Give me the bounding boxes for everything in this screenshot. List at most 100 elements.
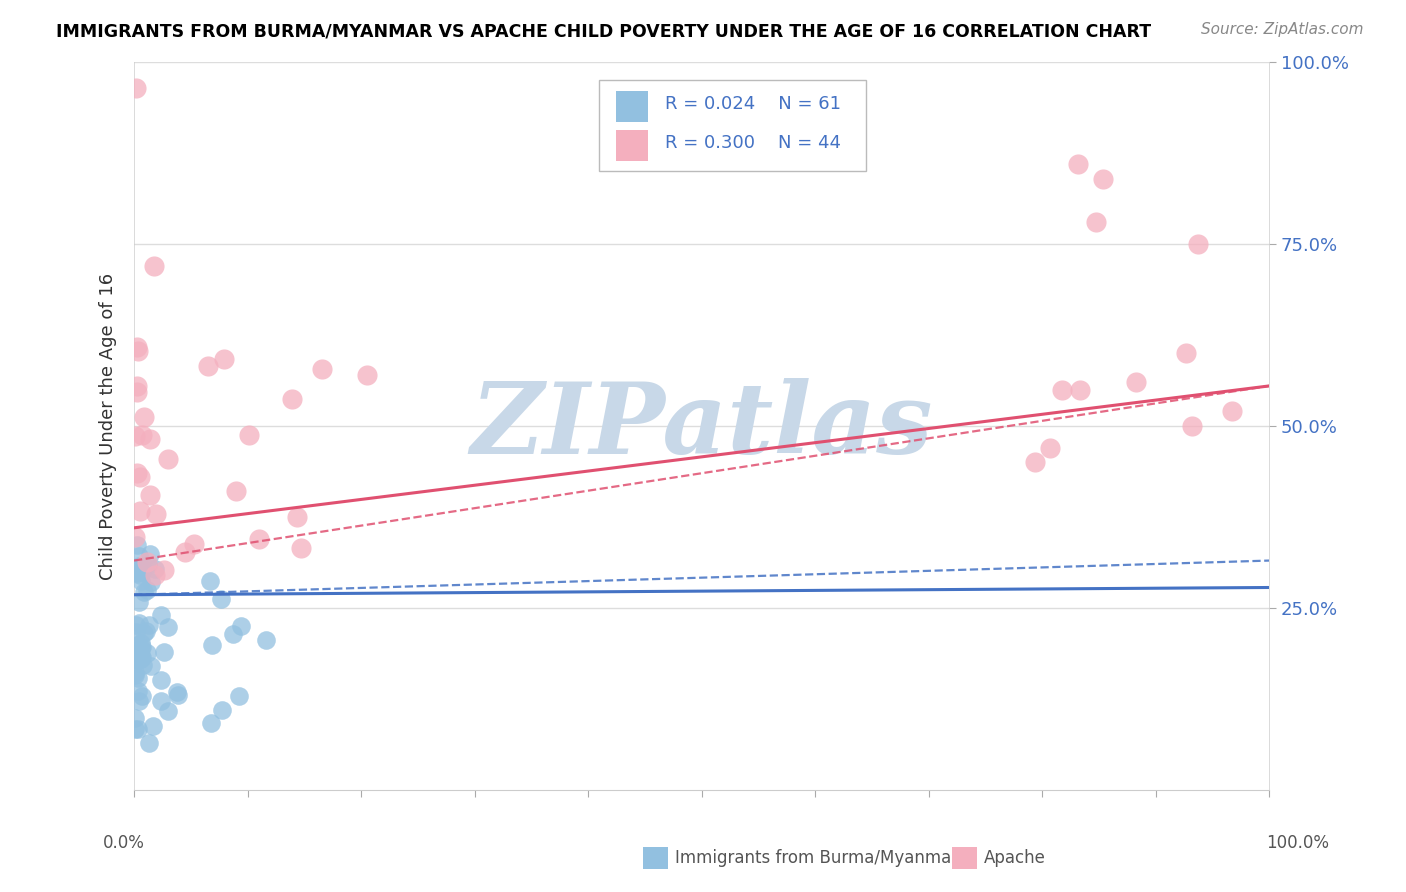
Point [124,722,146,736]
Point [211,703,233,717]
Point [141,659,163,673]
Point [127,344,149,359]
Point [132,657,155,672]
Point [281,392,304,406]
Point [139,547,162,561]
Point [132,585,155,599]
Text: Apache: Apache [984,849,1046,867]
Text: IMMIGRANTS FROM BURMA/MYANMAR VS APACHE CHILD POVERTY UNDER THE AGE OF 16 CORREL: IMMIGRANTS FROM BURMA/MYANMAR VS APACHE … [56,22,1152,40]
Bar [616,130,648,161]
Point [211,591,233,606]
Point [1067,157,1090,171]
Point [135,582,157,597]
Point [311,362,333,376]
Point [128,694,150,708]
Point [127,684,149,698]
Point [143,567,166,582]
Point [149,694,172,708]
Point [143,259,166,273]
Point [1039,441,1062,455]
Point [129,574,152,588]
Point [127,379,149,393]
FancyBboxPatch shape [599,80,866,171]
Text: Source: ZipAtlas.com: Source: ZipAtlas.com [1201,22,1364,37]
Point [138,488,160,502]
Point [222,627,245,641]
Point [136,647,159,661]
Point [1174,346,1197,360]
Point [225,483,247,498]
Point [124,428,146,442]
Bar [616,91,648,121]
Point [124,667,146,681]
Point [129,561,152,575]
Text: 0.0%: 0.0% [103,834,145,852]
Text: Immigrants from Burma/Myanmar: Immigrants from Burma/Myanmar [675,849,957,867]
Point [124,711,146,725]
Point [127,722,149,736]
Point [290,541,312,555]
Point [153,563,176,577]
Point [183,537,205,551]
Point [214,352,236,367]
Point [124,618,146,632]
Point [150,673,173,687]
Point [131,649,153,664]
Point [1050,383,1073,397]
Point [127,653,149,667]
Point [138,736,160,750]
Point [131,566,153,580]
Point [129,504,152,518]
Point [125,80,148,95]
Point [128,595,150,609]
Text: ZIPatlas: ZIPatlas [471,377,932,475]
Point [125,625,148,640]
Point [128,559,150,574]
Text: R = 0.300    N = 44: R = 0.300 N = 44 [665,135,841,153]
Point [125,566,148,580]
Point [125,384,148,399]
Point [166,688,188,702]
Point [128,549,150,563]
Point [124,530,146,544]
Point [285,510,308,524]
Point [229,619,252,633]
Point [129,652,152,666]
Point [139,575,162,590]
Point [1092,171,1115,186]
Point [131,640,153,654]
Point [128,470,150,484]
Point [200,574,222,588]
Point [1024,455,1046,469]
Text: 100.0%: 100.0% [1265,834,1329,852]
Point [166,685,188,699]
Point [1187,237,1209,252]
Point [1069,383,1091,397]
Point [174,544,197,558]
Point [128,615,150,630]
Point [1085,215,1108,229]
Y-axis label: Child Poverty Under the Age of 16: Child Poverty Under the Age of 16 [100,272,117,580]
Point [153,645,176,659]
Point [238,428,260,442]
Point [157,451,180,466]
Point [157,704,180,718]
Point [124,665,146,680]
Point [131,649,153,664]
Point [125,467,148,481]
Point [138,558,160,572]
Point [138,433,160,447]
Point [127,671,149,685]
Point [200,715,222,730]
Point [201,638,224,652]
Point [125,638,148,652]
Point [125,538,148,552]
Point [131,689,153,703]
Point [197,359,219,373]
Point [135,555,157,569]
Point [254,632,277,647]
Point [134,626,156,640]
Point [228,689,250,703]
Text: R = 0.024    N = 61: R = 0.024 N = 61 [665,95,841,113]
Point [138,618,160,632]
